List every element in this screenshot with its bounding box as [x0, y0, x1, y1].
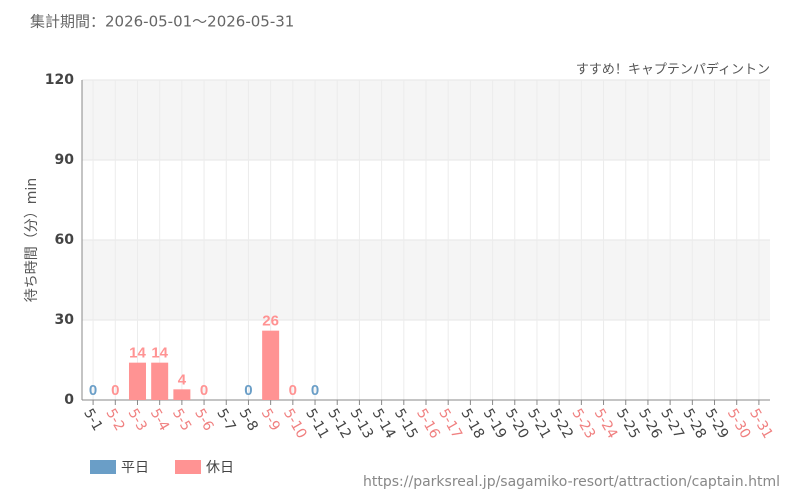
- x-tick-label: 5-5: [169, 406, 194, 434]
- footer: https://parksreal.jp/sagamiko-resort/att…: [363, 474, 780, 490]
- value-label: 14: [129, 345, 146, 362]
- x-tick-label: 5-1: [80, 406, 105, 434]
- x-tick-label: 5-9: [258, 406, 283, 434]
- x-tick-label: 5-6: [191, 406, 216, 434]
- header: 集計期間：2026-05-01～2026-05-31: [30, 13, 294, 31]
- chart-subtitle: すすめ！キャプテンパディントン: [576, 62, 770, 78]
- x-tick-label: 5-4: [147, 406, 172, 434]
- x-tick-label: 5-31: [746, 406, 776, 442]
- value-label: 0: [89, 382, 97, 399]
- x-tick-label: 5-3: [125, 406, 150, 434]
- value-label: 0: [311, 382, 319, 399]
- x-tick-label: 5-2: [102, 406, 127, 434]
- value-label: 26: [262, 313, 279, 330]
- bar: [151, 362, 169, 400]
- y-tick-label: 60: [55, 232, 75, 248]
- y-tick-label: 90: [55, 152, 75, 168]
- x-tick-label: 5-7: [213, 406, 238, 434]
- y-tick-label: 30: [55, 312, 75, 328]
- legend-label: 休日: [206, 460, 234, 476]
- bar: [173, 389, 191, 400]
- bar: [262, 330, 280, 400]
- y-tick-label: 0: [64, 392, 74, 408]
- value-label: 0: [244, 382, 252, 399]
- value-label: 0: [111, 382, 119, 399]
- y-tick-label: 120: [45, 72, 74, 88]
- legend-swatch: [90, 460, 116, 474]
- x-tick-label: 5-8: [236, 406, 261, 434]
- legend-label: 平日: [121, 460, 149, 476]
- value-label: 0: [200, 382, 208, 399]
- bar: [128, 362, 146, 400]
- value-label: 0: [289, 382, 297, 399]
- value-label: 14: [151, 345, 168, 362]
- y-axis-label: 待ち時間（分）min: [24, 178, 40, 302]
- legend-swatch: [175, 460, 201, 474]
- value-label: 4: [178, 371, 187, 388]
